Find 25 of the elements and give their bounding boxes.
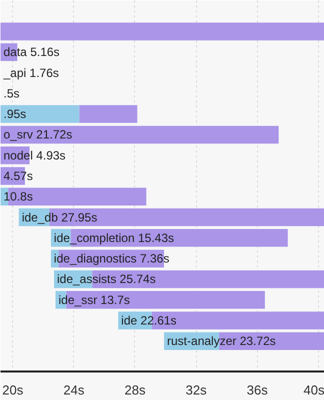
y-tick-label: rust-analyzer 23.72s xyxy=(167,334,276,348)
y-tick-label: ide 22.61s xyxy=(121,314,177,328)
x-tick-label: 24s xyxy=(63,382,85,398)
y-tick-label: 4.57s xyxy=(4,168,33,183)
x-tick-label: 28s xyxy=(124,382,146,398)
y-tick-label: o_srv 21.72s xyxy=(4,128,72,142)
y-tick-label: nodel 4.93s xyxy=(4,148,66,162)
y-tick-label: .5s xyxy=(4,86,20,100)
y-tick-label: ide_ssr 13.7s xyxy=(58,292,130,307)
y-tick-label: _api 1.76s xyxy=(2,66,59,80)
y-tick-label: .95s xyxy=(4,107,26,122)
bar xyxy=(0,22,324,40)
bar xyxy=(0,105,80,123)
x-tick-label: 32s xyxy=(186,382,208,398)
bar xyxy=(79,105,138,123)
y-tick-label: ide_completion 15.43s xyxy=(54,230,174,245)
y-tick-label: ide_db 27.95s xyxy=(22,210,98,224)
bar xyxy=(0,126,279,144)
y-tick-label: ide_assists 25.74s xyxy=(56,272,156,286)
y-tick-label: 10.8s xyxy=(4,190,33,204)
x-tick-label: 20s xyxy=(2,382,24,398)
y-tick-label: ide_diagnostics 7.36s xyxy=(54,252,170,266)
x-tick-label: 40s xyxy=(304,382,324,398)
x-tick-label: 36s xyxy=(246,382,268,398)
y-tick-label: data 5.16s xyxy=(4,45,60,60)
